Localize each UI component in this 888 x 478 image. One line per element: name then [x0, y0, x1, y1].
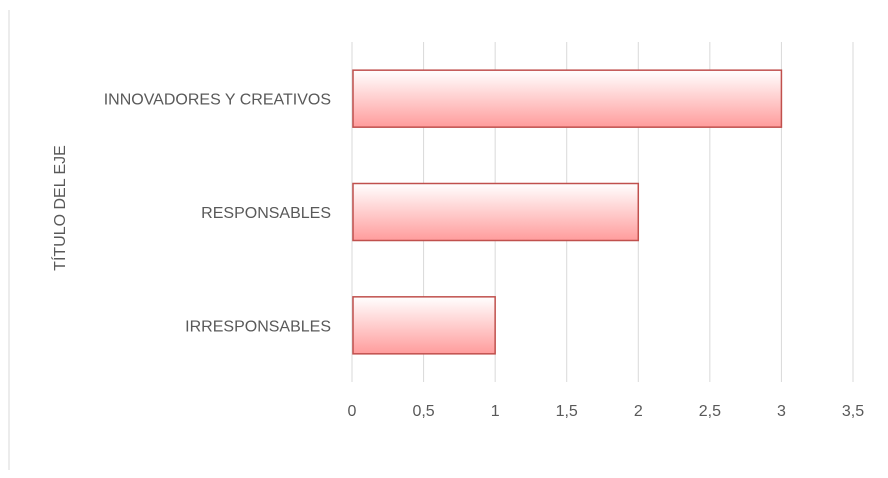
y-axis-title: TÍTULO DEL EJE [50, 145, 69, 271]
category-label: RESPONSABLES [201, 205, 331, 222]
category-label: INNOVADORES Y CREATIVOS [104, 92, 331, 109]
x-tick-label: 0 [348, 403, 357, 420]
bar [352, 182, 640, 242]
x-tick-labels: 0 0,5 1 1,5 2 2,5 3 3,5 [348, 403, 865, 420]
x-tick-label: 2,5 [699, 403, 721, 420]
x-tick-label: 1,5 [556, 403, 578, 420]
category-labels: INNOVADORES Y CREATIVOS RESPONSABLES IRRES… [104, 92, 331, 336]
x-tick-label: 0,5 [412, 403, 434, 420]
x-tick-label: 1 [491, 403, 500, 420]
x-tick-label: 3 [777, 403, 786, 420]
category-label: IRRESPONSABLES [185, 318, 331, 335]
bar [352, 69, 783, 128]
x-tick-label: 2 [634, 403, 643, 420]
bars [352, 69, 783, 355]
bar [352, 296, 496, 355]
x-tick-label: 3,5 [842, 403, 864, 420]
